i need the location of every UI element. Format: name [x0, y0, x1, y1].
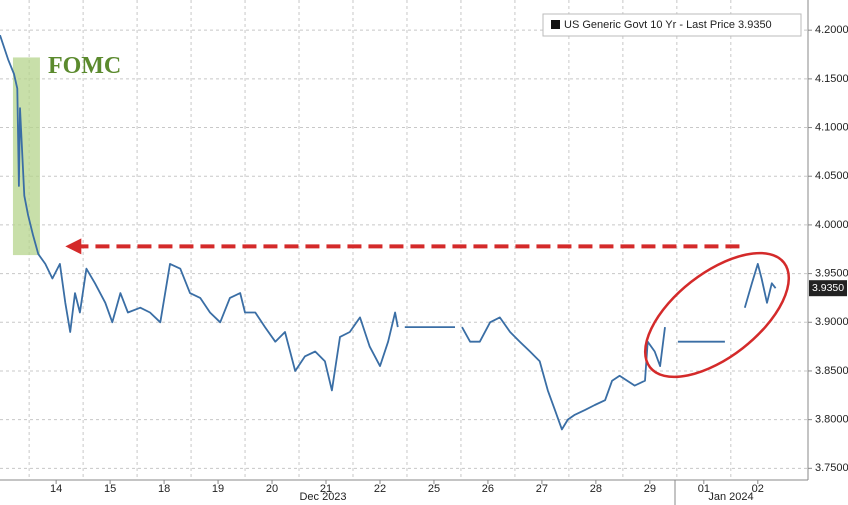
price-line — [0, 34, 777, 431]
x-tick-label: 01 — [698, 483, 710, 495]
x-tick-label: 22 — [374, 483, 386, 495]
y-tick-label: 3.8000 — [815, 414, 848, 426]
y-tick-label: 3.9500 — [815, 267, 848, 279]
legend-box — [542, 13, 802, 37]
x-tick-label: 25 — [428, 483, 440, 495]
x-tick-label: 26 — [482, 483, 494, 495]
x-tick-label: 14 — [50, 483, 62, 495]
x-tick-label: 27 — [536, 483, 548, 495]
highlight-ellipse — [643, 251, 791, 379]
y-tick-label: 4.1000 — [815, 121, 848, 133]
y-tick-label: 4.1500 — [815, 73, 848, 85]
legend-label: US Generic Govt 10 Yr - Last Price 3.935… — [564, 19, 772, 31]
x-tick-label: 29 — [644, 483, 656, 495]
x-tick-label: 21 — [320, 483, 332, 495]
period-label: Dec 2023 — [299, 491, 346, 503]
x-tick-label: 28 — [590, 483, 602, 495]
y-tick-label: 3.8500 — [815, 365, 848, 377]
y-tick-label: 4.0500 — [815, 170, 848, 182]
arrow-head — [65, 238, 82, 255]
last-price-label: 3.9350 — [812, 282, 844, 294]
y-tick-label: 3.7500 — [815, 462, 848, 474]
annotation: FOMC — [48, 53, 121, 79]
x-tick-label: 19 — [212, 483, 224, 495]
y-tick-label: 4.2000 — [815, 24, 848, 36]
annotation-layer: FOMC — [48, 53, 740, 255]
period-label: Jan 2024 — [708, 491, 753, 503]
y-tick-label: 3.9000 — [815, 316, 848, 328]
x-tick-label: 18 — [158, 483, 170, 495]
x-tick-label: 02 — [752, 483, 764, 495]
legend-swatch — [551, 20, 560, 29]
last-price-tag — [809, 280, 847, 297]
x-tick-label: 20 — [266, 483, 278, 495]
y-tick-label: 4.0000 — [815, 219, 848, 231]
plot — [0, 34, 777, 431]
x-tick-label: 15 — [104, 483, 116, 495]
